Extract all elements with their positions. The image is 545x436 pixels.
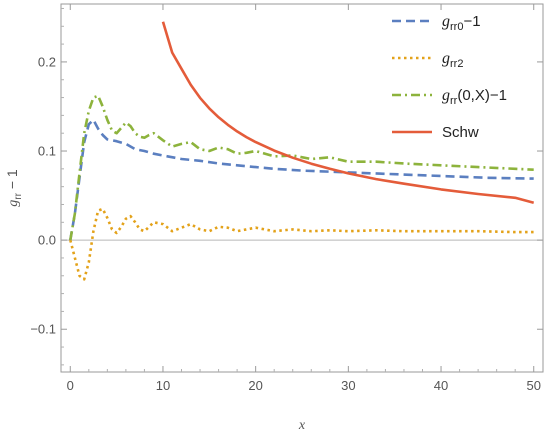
legend-entry-2: grr(0,X)−1: [442, 87, 507, 107]
legend-main: Schw: [442, 124, 479, 141]
y-tick-label: 0.1: [38, 144, 56, 159]
y-axis-ticks: −0.1 0.0 0.1 0.2: [30, 7, 543, 366]
series-line-3: [161, 21, 535, 204]
y-label-tail: − 1: [4, 169, 20, 193]
series-lines: [69, 21, 535, 281]
y-tick-label: −0.1: [30, 322, 56, 337]
legend-sub: rr2: [450, 58, 463, 70]
x-axis-ticks: 0 10 20 30 40 50: [67, 4, 541, 393]
y-tick-label: 0.0: [38, 233, 56, 248]
legend-entry-3: Schw: [442, 124, 479, 141]
legend-main: g: [442, 50, 450, 67]
plot-border: [60, 3, 544, 373]
x-tick-label: 30: [341, 378, 355, 393]
legend-sub: rr0: [450, 21, 463, 33]
y-axis-label-text: grr − 1: [4, 169, 24, 207]
plot-frame: [60, 3, 544, 373]
x-tick-label: 50: [526, 378, 540, 393]
legend-main: g: [442, 87, 450, 104]
series-line-0: [69, 118, 534, 241]
x-tick-label: 40: [434, 378, 448, 393]
legend-entry-1: grr2: [442, 50, 463, 70]
legend-sub: rr: [450, 95, 458, 107]
y-label-sub: rr: [13, 192, 24, 199]
legend-main: g: [442, 13, 450, 30]
y-label-main: g: [6, 200, 21, 207]
series-line-1: [69, 207, 534, 281]
series-line-2: [69, 94, 534, 241]
legend-tail: −1: [463, 13, 480, 30]
x-tick-label: 10: [156, 378, 170, 393]
y-tick-label: 0.2: [38, 54, 56, 69]
x-tick-label: 0: [67, 378, 74, 393]
x-tick-label: 20: [248, 378, 262, 393]
y-axis-label: grr − 1: [4, 169, 24, 207]
legend-tail: (0,X)−1: [457, 87, 507, 104]
x-axis-label: x: [298, 418, 306, 433]
legend-entry-0: grr0−1: [442, 13, 481, 33]
